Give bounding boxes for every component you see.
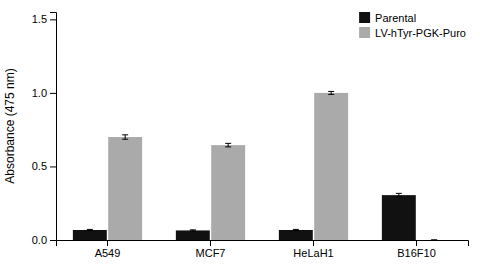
bar xyxy=(73,230,107,240)
y-tick-mark xyxy=(50,93,56,94)
y-axis: 0.0 0.5 1.0 1.5 xyxy=(32,13,57,247)
x-tick: B16F10 xyxy=(397,240,436,259)
x-tick-label: B16F10 xyxy=(397,247,436,259)
y-tick: 1.0 xyxy=(32,87,56,99)
legend-label: Parental xyxy=(375,12,416,24)
error-bar xyxy=(328,91,334,94)
bar-series xyxy=(108,93,348,240)
legend-label: LV-hTyr-PGK-Puro xyxy=(375,27,466,39)
y-tick-mark xyxy=(50,240,56,241)
legend-swatch xyxy=(359,12,370,23)
x-tick-mark xyxy=(416,240,417,246)
marks xyxy=(73,91,437,240)
y-tick: 0.5 xyxy=(32,160,56,172)
error-bar xyxy=(396,193,402,197)
y-tick-label: 1.0 xyxy=(32,87,47,99)
error-bar xyxy=(431,240,437,241)
y-tick-label: 0.5 xyxy=(32,160,47,172)
y-tick-label: 0.0 xyxy=(32,234,47,246)
error-bar xyxy=(122,135,128,139)
error-bar xyxy=(225,143,231,147)
y-axis-line xyxy=(50,13,57,241)
chart: 0.0 0.5 1.0 1.5 A549 MCF7 HeLaH1 B16F10 Absorban… xyxy=(0,0,480,270)
plot: 0.0 0.5 1.0 1.5 A549 MCF7 HeLaH1 B16F10 Absorban… xyxy=(3,12,469,259)
error-bars xyxy=(122,91,437,240)
error-bar xyxy=(293,229,299,230)
x-tick-mark xyxy=(210,240,211,246)
x-axis-line xyxy=(57,241,469,247)
y-tick-label: 1.5 xyxy=(32,13,47,25)
legend-item: LV-hTyr-PGK-Puro xyxy=(359,27,466,39)
y-tick: 0.0 xyxy=(32,234,56,246)
y-tick-mark xyxy=(50,166,56,167)
x-tick-mark xyxy=(313,240,314,246)
x-tick-label: MCF7 xyxy=(196,247,226,259)
bar xyxy=(314,93,348,240)
x-tick: A549 xyxy=(95,240,121,259)
y-axis-title: Absorbance (475 nm) xyxy=(3,68,17,183)
bar xyxy=(279,230,313,240)
x-tick: HeLaH1 xyxy=(293,240,333,259)
legend-swatch xyxy=(359,27,370,38)
y-tick-mark xyxy=(50,19,56,20)
x-tick-label: HeLaH1 xyxy=(293,247,333,259)
bar xyxy=(382,195,416,240)
x-tick-label: A549 xyxy=(95,247,121,259)
error-bar xyxy=(190,230,196,231)
legend: Parental LV-hTyr-PGK-Puro xyxy=(359,12,466,39)
legend-item: Parental xyxy=(359,12,416,24)
error-bar xyxy=(87,229,93,230)
bar xyxy=(417,240,451,241)
x-tick: MCF7 xyxy=(196,240,226,259)
y-tick: 1.5 xyxy=(32,13,56,25)
x-axis: A549 MCF7 HeLaH1 B16F10 xyxy=(57,240,469,259)
bar xyxy=(211,145,245,240)
x-tick-mark xyxy=(107,240,108,246)
bar xyxy=(108,137,142,240)
bar xyxy=(176,230,210,240)
